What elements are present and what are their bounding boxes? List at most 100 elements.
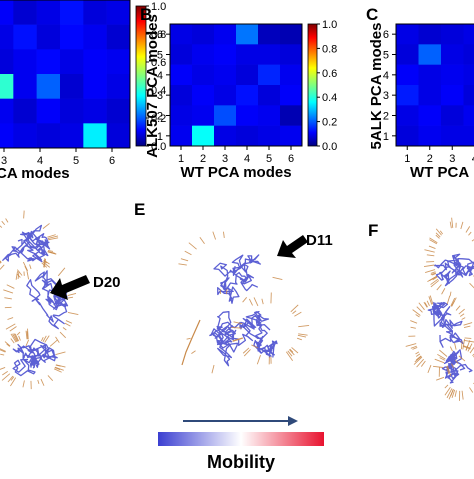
mobility-vector	[415, 352, 418, 354]
heatmap-cell	[37, 99, 61, 124]
colorbar-tick-label: 1.0	[322, 19, 337, 31]
mobility-vector	[68, 312, 78, 314]
mobility-vector	[456, 306, 460, 311]
mobility-vector	[294, 312, 301, 316]
mobility-vector	[38, 380, 39, 384]
mobility-vector	[26, 340, 29, 346]
mobility-vector	[427, 255, 434, 256]
mobility-vector	[243, 297, 247, 302]
mobility-vector	[68, 297, 73, 298]
heatmap-cell	[419, 65, 442, 86]
heatmap-cell	[0, 123, 14, 148]
mobility-vector	[450, 222, 451, 229]
x-tick-label: 6	[109, 155, 115, 167]
mobility-legend: Mobility	[158, 416, 324, 472]
mobility-vector	[4, 298, 12, 299]
mobility-vector	[43, 223, 50, 228]
heatmap-cell	[396, 105, 419, 126]
mobility-vector	[273, 277, 283, 279]
heatmap-cell	[13, 99, 37, 124]
heatmap-cell	[280, 126, 302, 147]
mobility-vector	[459, 309, 465, 314]
heatmap-cell	[214, 105, 236, 126]
panel-c-letter: C	[366, 5, 378, 24]
heatmap-cell	[170, 126, 192, 147]
backbone-trace	[27, 271, 68, 329]
mobility-vector	[470, 346, 474, 353]
terminal-tail	[182, 320, 200, 365]
mobility-vector	[19, 336, 21, 341]
mobility-vector	[213, 232, 216, 240]
heatmap-cell	[192, 85, 214, 106]
mobility-label: Mobility	[207, 452, 275, 472]
mobility-vector	[442, 288, 445, 294]
heatmap-cell	[441, 105, 464, 126]
mobility-vector	[428, 365, 431, 373]
mobility-vector	[298, 334, 307, 335]
heatmap-cell	[396, 65, 419, 86]
mobility-vector	[2, 221, 5, 225]
mobility-vector	[48, 250, 53, 251]
mobility-vector	[419, 303, 425, 310]
heatmap-cell	[170, 65, 192, 86]
backbone-trace	[214, 255, 260, 303]
mobility-vector	[429, 246, 435, 248]
heatmap-cell	[170, 85, 192, 106]
mobility-vector	[465, 338, 472, 339]
heatmap-cell	[170, 105, 192, 126]
mobility-vector	[439, 350, 447, 356]
heatmap-cell	[83, 49, 107, 74]
heatmap-cell	[107, 25, 131, 50]
heatmap-cell	[37, 0, 61, 25]
mobility-vector	[436, 377, 444, 380]
heatmap-cell	[258, 126, 280, 147]
heatmap-cell	[107, 74, 131, 99]
mobility-vector	[56, 365, 61, 366]
heatmap-cell	[441, 126, 464, 147]
backbone-trace	[435, 254, 474, 285]
heatmap-cell	[396, 126, 419, 147]
mobility-vector	[463, 339, 465, 349]
heatmap-cell	[464, 44, 474, 65]
heatmap-cell	[236, 65, 258, 86]
colorbar-b-ticks: 0.00.20.40.60.81.0	[317, 19, 337, 153]
mobility-vector	[411, 327, 416, 328]
mobility-vector	[262, 299, 263, 304]
backbone-trace	[3, 225, 50, 261]
mobility-vector	[7, 285, 15, 289]
mobility-vector	[435, 359, 444, 362]
heatmap-cell	[0, 74, 14, 99]
heatmap-cell	[396, 85, 419, 106]
mobility-vector	[417, 307, 423, 313]
colorbar-tick-label: 0.4	[322, 92, 337, 104]
panel-e-letter: E	[134, 200, 145, 219]
mobility-vector	[455, 343, 457, 350]
mobility-vector	[56, 352, 66, 355]
heatmap-cell	[258, 65, 280, 86]
heatmap-cell	[236, 24, 258, 45]
colorbar-tick-label: 0.2	[322, 117, 337, 129]
mobility-vector	[27, 271, 29, 279]
heatmap-cell	[236, 105, 258, 126]
mobility-vector	[470, 283, 474, 291]
heatmap-cell	[419, 105, 442, 126]
mobility-vector	[0, 223, 2, 227]
x-tick-label: 5	[73, 155, 79, 167]
heatmap-cell	[214, 44, 236, 65]
heatmap-a-xlabel: CA modes	[0, 165, 70, 182]
mobility-vector	[6, 218, 8, 222]
heatmap-cell	[464, 105, 474, 126]
protein-structure-f	[406, 218, 474, 401]
colorbar-b: 0.00.20.40.60.81.0	[308, 19, 337, 153]
mobility-vector	[48, 375, 53, 380]
mobility-vector	[424, 250, 434, 253]
heatmap-cell	[13, 0, 37, 25]
heatmap-cell	[0, 25, 14, 50]
mobility-vector	[30, 265, 31, 269]
heatmap-cell	[280, 85, 302, 106]
